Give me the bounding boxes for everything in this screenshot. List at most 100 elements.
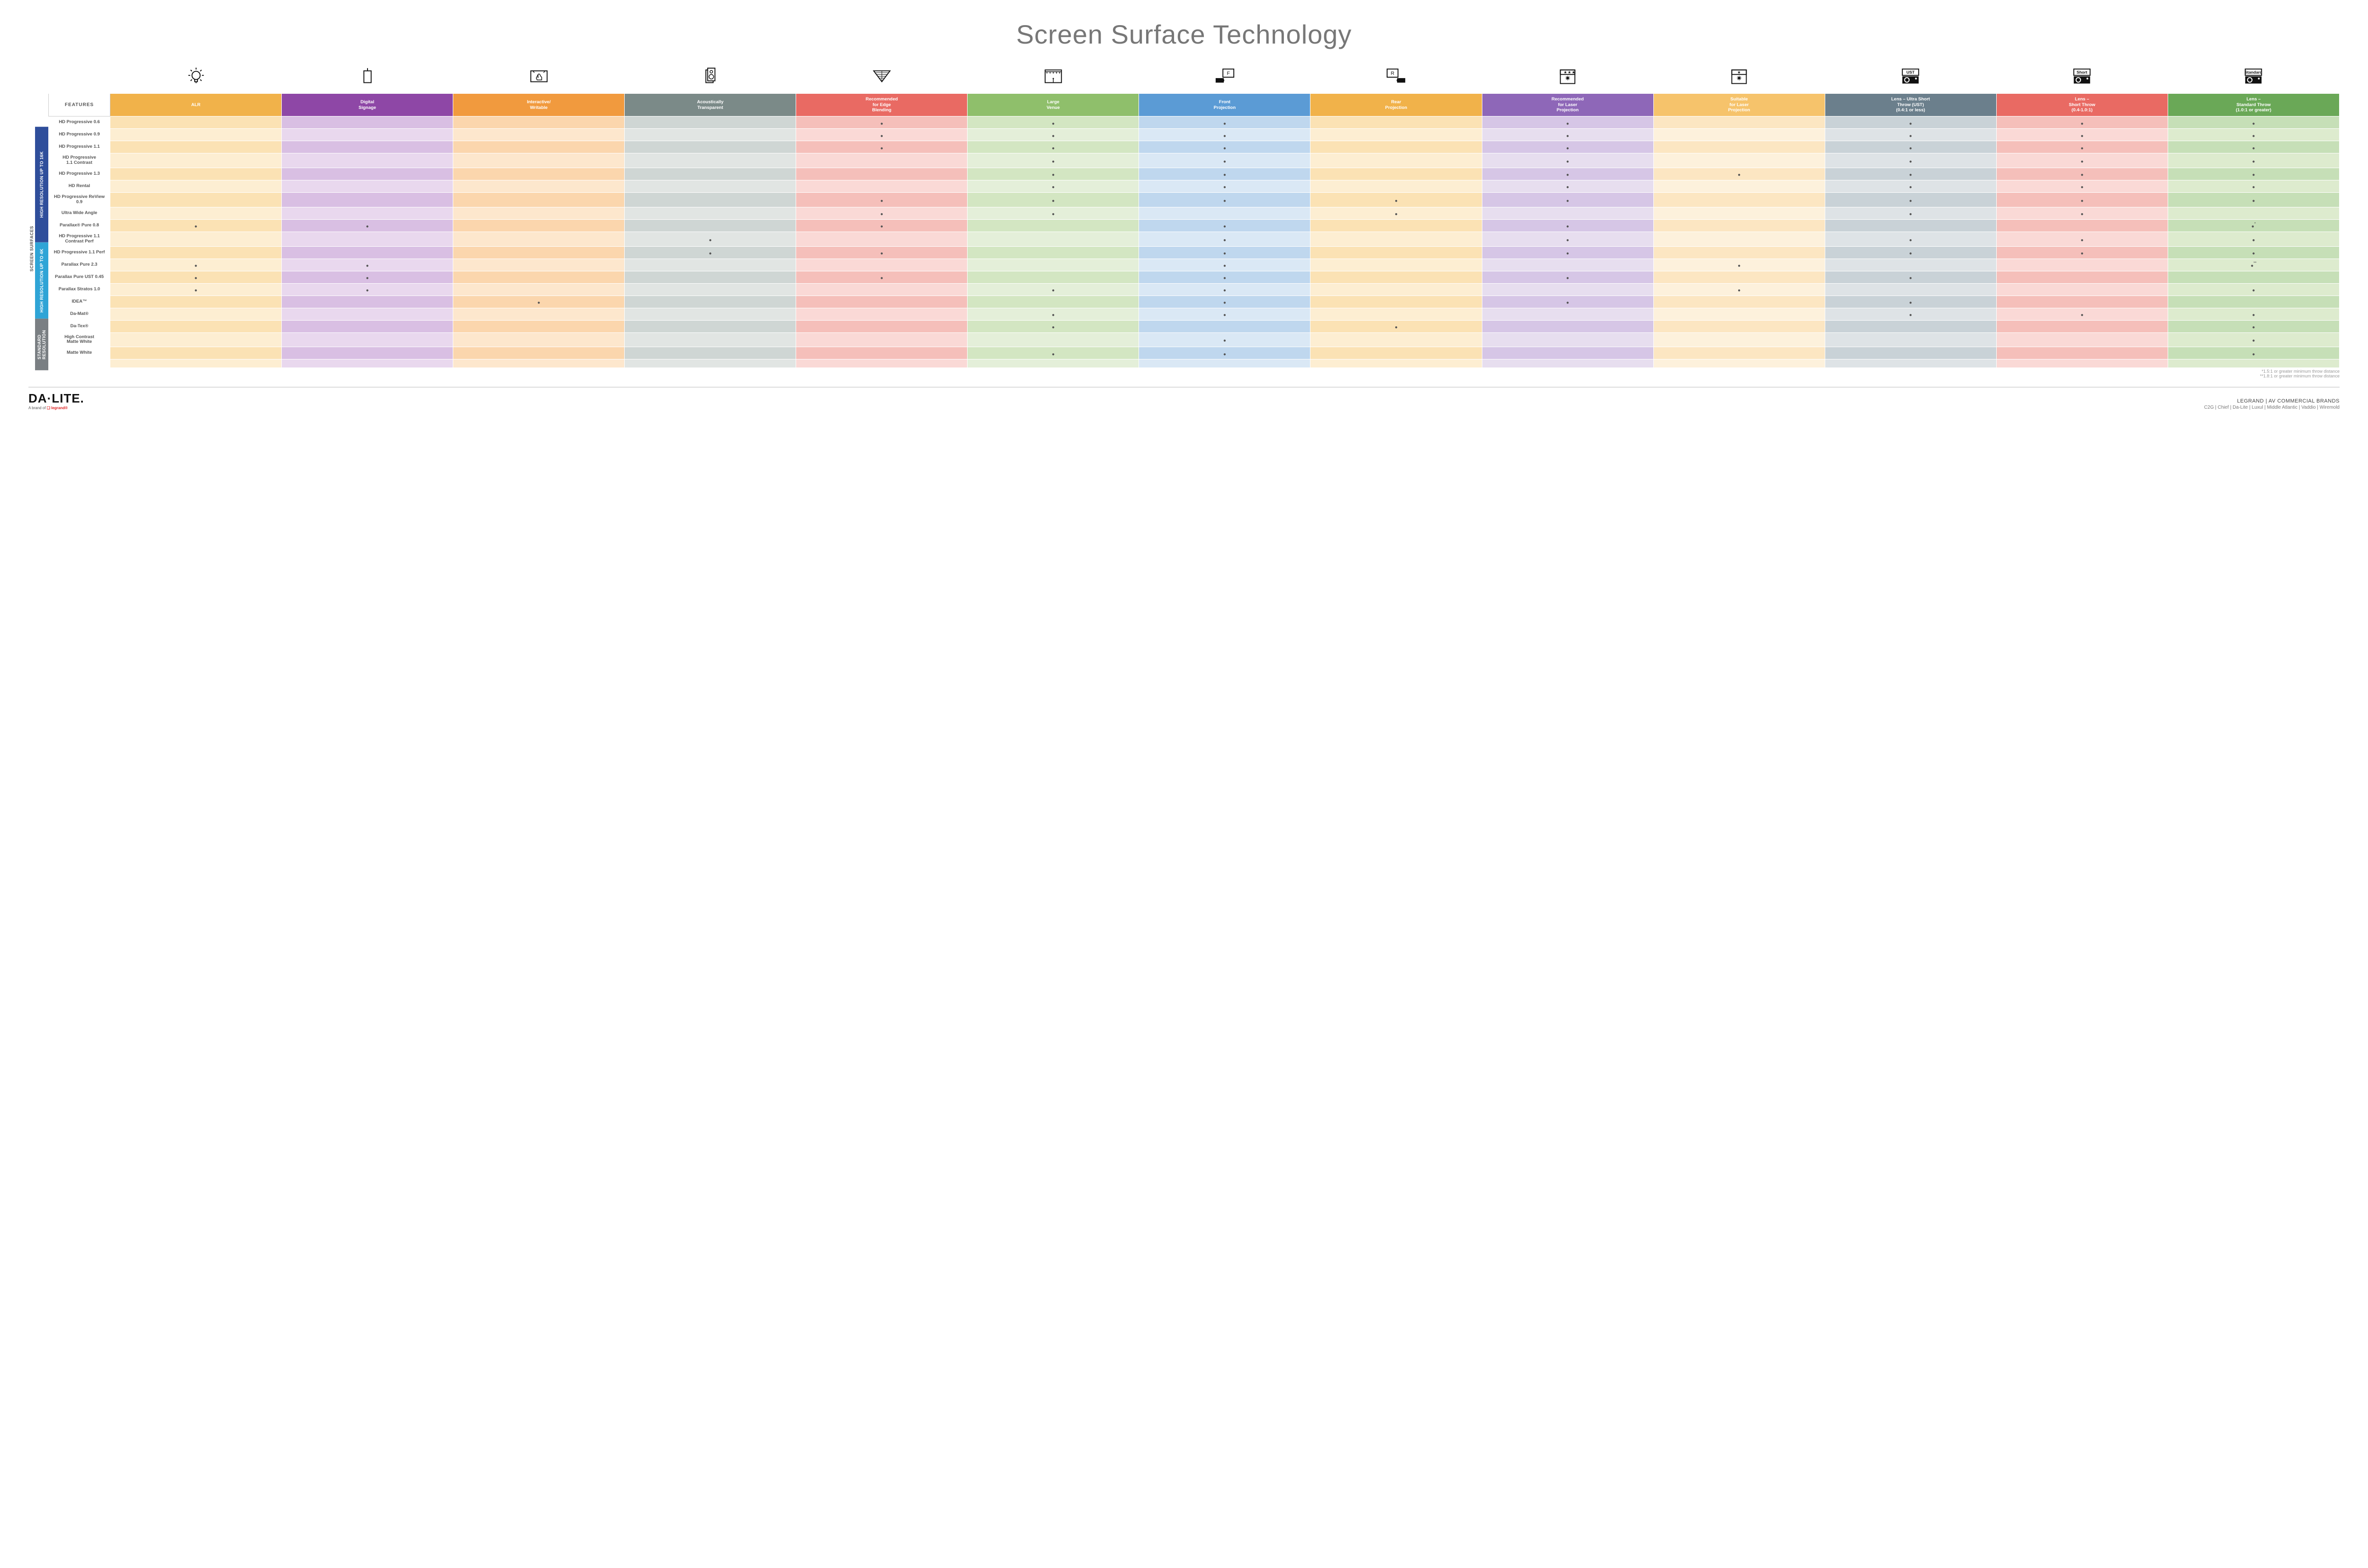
cell-std xyxy=(2168,332,2339,347)
table-row: IDEA™ xyxy=(49,296,2340,308)
cell-signage xyxy=(282,271,453,283)
cell-alr xyxy=(110,296,282,308)
cell-front xyxy=(1139,308,1310,320)
cell-acoustic xyxy=(625,283,796,296)
footer-left: DA·LITE. A brand of ❑ legrand® xyxy=(28,391,84,410)
cell-edge xyxy=(796,232,968,246)
icon-large xyxy=(968,64,1139,94)
cell-reclaser xyxy=(1482,207,1653,219)
cell-interactive xyxy=(453,192,625,207)
cell-signage xyxy=(282,296,453,308)
table-row: Parallax® Pure 0.8* xyxy=(49,219,2340,232)
cell-reclaser xyxy=(1482,192,1653,207)
cell-std xyxy=(2168,153,2339,168)
cell-std xyxy=(2168,180,2339,192)
cell-short xyxy=(1996,116,2168,129)
cell-reclaser xyxy=(1482,168,1653,180)
cell-alr xyxy=(110,347,282,359)
cell-suitlaser xyxy=(1653,271,1825,283)
cell-ust xyxy=(1825,153,1996,168)
cell-rear xyxy=(1310,271,1482,283)
cell-edge xyxy=(796,259,968,271)
cell-reclaser xyxy=(1482,153,1653,168)
cell-alr xyxy=(110,308,282,320)
cell-ust xyxy=(1825,308,1996,320)
cell-reclaser xyxy=(1482,129,1653,141)
cell-rear xyxy=(1310,180,1482,192)
spacer-row xyxy=(49,359,2340,368)
cell-front xyxy=(1139,296,1310,308)
cell-suitlaser xyxy=(1653,168,1825,180)
cell-short xyxy=(1996,232,2168,246)
cell-alr xyxy=(110,141,282,153)
cell-rear xyxy=(1310,283,1482,296)
cell-front xyxy=(1139,153,1310,168)
svg-text:UST: UST xyxy=(1907,70,1915,74)
cell-signage xyxy=(282,207,453,219)
svg-text:R: R xyxy=(1390,71,1394,76)
table-row: Parallax Stratos 1.0 xyxy=(49,283,2340,296)
table-row: High ContrastMatte White xyxy=(49,332,2340,347)
cell-edge xyxy=(796,347,968,359)
cell-alr xyxy=(110,283,282,296)
cell-suitlaser xyxy=(1653,296,1825,308)
col-header-rear: RearProjection xyxy=(1310,94,1482,116)
cell-large xyxy=(968,246,1139,259)
cell-edge xyxy=(796,116,968,129)
cell-suitlaser xyxy=(1653,232,1825,246)
icon-signage xyxy=(282,64,453,94)
cell-edge xyxy=(796,153,968,168)
footnotes: *1.5:1 or greater minimum throw distance… xyxy=(48,369,2340,378)
cell-rear xyxy=(1310,347,1482,359)
cell-acoustic xyxy=(625,168,796,180)
cell-front xyxy=(1139,168,1310,180)
cell-signage xyxy=(282,116,453,129)
svg-text:F: F xyxy=(1227,71,1230,76)
cell-front xyxy=(1139,141,1310,153)
cell-ust xyxy=(1825,192,1996,207)
cell-acoustic xyxy=(625,320,796,332)
cell-front xyxy=(1139,347,1310,359)
cell-ust xyxy=(1825,168,1996,180)
cell-reclaser xyxy=(1482,308,1653,320)
cell-alr xyxy=(110,219,282,232)
cell-large xyxy=(968,308,1139,320)
cell-rear xyxy=(1310,246,1482,259)
cell-short xyxy=(1996,219,2168,232)
cell-short xyxy=(1996,271,2168,283)
table-row: HD Progressive 1.1Contrast Perf xyxy=(49,232,2340,246)
cell-ust xyxy=(1825,232,1996,246)
cell-interactive xyxy=(453,347,625,359)
col-header-suitlaser: Suitablefor LaserProjection xyxy=(1653,94,1825,116)
cell-short xyxy=(1996,153,2168,168)
cell-large xyxy=(968,192,1139,207)
cell-suitlaser xyxy=(1653,180,1825,192)
cell-front xyxy=(1139,116,1310,129)
cell-edge xyxy=(796,207,968,219)
table-row: HD Progressive1.1 Contrast xyxy=(49,153,2340,168)
footer-right: LEGRAND | AV COMMERCIAL BRANDS C2G | Chi… xyxy=(2204,398,2340,410)
chart-wrap: SCREEN SURFACES HIGH RESOLUTION UP TO 16… xyxy=(28,64,2340,378)
cell-rear xyxy=(1310,259,1482,271)
cell-ust xyxy=(1825,180,1996,192)
row-label: HD Progressive 1.1 xyxy=(49,141,110,153)
col-header-reclaser: Recommendedfor LaserProjection xyxy=(1482,94,1653,116)
cell-interactive xyxy=(453,219,625,232)
cell-std xyxy=(2168,232,2339,246)
cell-front xyxy=(1139,320,1310,332)
cell-large xyxy=(968,296,1139,308)
cell-std: ** xyxy=(2168,259,2339,271)
cell-edge xyxy=(796,219,968,232)
icon-ust: UST xyxy=(1825,64,1996,94)
cell-signage xyxy=(282,129,453,141)
cell-suitlaser xyxy=(1653,347,1825,359)
cell-edge xyxy=(796,283,968,296)
row-label: Matte White xyxy=(49,347,110,359)
cell-suitlaser xyxy=(1653,308,1825,320)
col-header-alr: ALR xyxy=(110,94,282,116)
cell-rear xyxy=(1310,129,1482,141)
cell-ust xyxy=(1825,259,1996,271)
svg-text:★: ★ xyxy=(1572,70,1576,74)
cell-signage xyxy=(282,141,453,153)
cell-alr xyxy=(110,207,282,219)
